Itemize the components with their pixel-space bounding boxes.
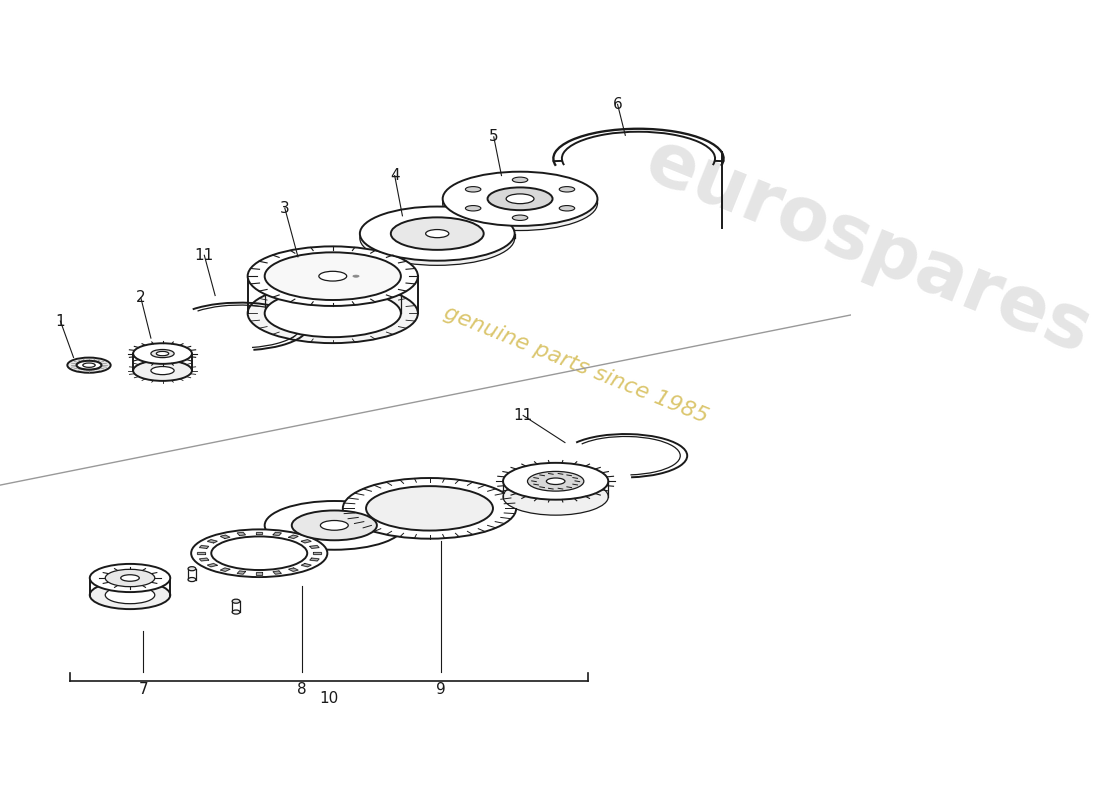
Ellipse shape (487, 187, 552, 210)
Polygon shape (301, 540, 311, 543)
Ellipse shape (191, 530, 328, 577)
Polygon shape (301, 563, 311, 567)
Ellipse shape (547, 478, 565, 485)
Polygon shape (199, 558, 209, 561)
Polygon shape (220, 535, 230, 538)
Ellipse shape (106, 570, 155, 586)
Ellipse shape (319, 271, 346, 281)
Ellipse shape (390, 222, 484, 254)
Ellipse shape (513, 215, 528, 221)
Ellipse shape (442, 172, 597, 226)
Text: 5: 5 (488, 130, 498, 144)
Ellipse shape (265, 501, 404, 550)
Polygon shape (207, 563, 217, 567)
Polygon shape (288, 568, 298, 571)
Ellipse shape (121, 574, 140, 582)
Text: 11: 11 (195, 248, 213, 262)
Ellipse shape (513, 177, 528, 182)
Polygon shape (310, 558, 319, 561)
Ellipse shape (343, 478, 516, 538)
Ellipse shape (248, 246, 418, 306)
Ellipse shape (390, 218, 484, 250)
Ellipse shape (528, 471, 584, 491)
Ellipse shape (211, 537, 307, 570)
Polygon shape (256, 572, 263, 575)
Ellipse shape (426, 230, 449, 238)
Text: 6: 6 (613, 97, 623, 112)
Text: 3: 3 (279, 201, 289, 215)
Polygon shape (220, 568, 230, 571)
Text: 10: 10 (319, 691, 339, 706)
Ellipse shape (320, 521, 349, 530)
Polygon shape (238, 532, 245, 535)
Ellipse shape (106, 586, 155, 604)
Ellipse shape (465, 186, 481, 192)
Text: 2: 2 (136, 290, 145, 306)
Text: eurospares: eurospares (635, 124, 1100, 370)
Ellipse shape (156, 351, 168, 356)
Ellipse shape (265, 252, 400, 300)
Ellipse shape (232, 610, 240, 614)
Ellipse shape (77, 361, 101, 370)
Ellipse shape (151, 350, 174, 358)
Ellipse shape (559, 206, 574, 211)
Ellipse shape (353, 275, 359, 278)
Ellipse shape (90, 581, 170, 609)
Polygon shape (288, 535, 298, 538)
Ellipse shape (503, 478, 608, 515)
Ellipse shape (465, 206, 481, 211)
Ellipse shape (366, 486, 493, 530)
Text: genuine parts since 1985: genuine parts since 1985 (441, 302, 711, 427)
Polygon shape (314, 552, 321, 554)
Ellipse shape (442, 176, 597, 230)
Ellipse shape (133, 360, 191, 381)
Ellipse shape (360, 211, 515, 266)
Ellipse shape (67, 358, 111, 373)
Text: 7: 7 (139, 682, 148, 697)
Ellipse shape (559, 186, 574, 192)
Ellipse shape (188, 566, 196, 570)
Polygon shape (197, 552, 205, 554)
Text: 9: 9 (437, 682, 446, 697)
Ellipse shape (188, 578, 196, 582)
Polygon shape (273, 571, 282, 574)
Ellipse shape (90, 564, 170, 592)
Polygon shape (273, 532, 282, 535)
Text: 4: 4 (389, 168, 399, 183)
Polygon shape (256, 531, 263, 534)
Ellipse shape (133, 343, 191, 364)
Text: 11: 11 (514, 408, 532, 423)
Text: 1: 1 (56, 314, 65, 329)
Ellipse shape (360, 206, 515, 261)
Polygon shape (310, 546, 319, 549)
Ellipse shape (77, 361, 101, 370)
Polygon shape (199, 546, 209, 549)
Ellipse shape (506, 194, 534, 204)
Ellipse shape (151, 366, 174, 374)
Ellipse shape (248, 283, 418, 343)
Ellipse shape (265, 290, 400, 337)
Ellipse shape (232, 599, 240, 603)
Polygon shape (238, 571, 245, 574)
Ellipse shape (292, 510, 377, 540)
Text: 8: 8 (297, 682, 307, 697)
Ellipse shape (82, 363, 96, 367)
Ellipse shape (503, 463, 608, 500)
Polygon shape (207, 540, 217, 543)
